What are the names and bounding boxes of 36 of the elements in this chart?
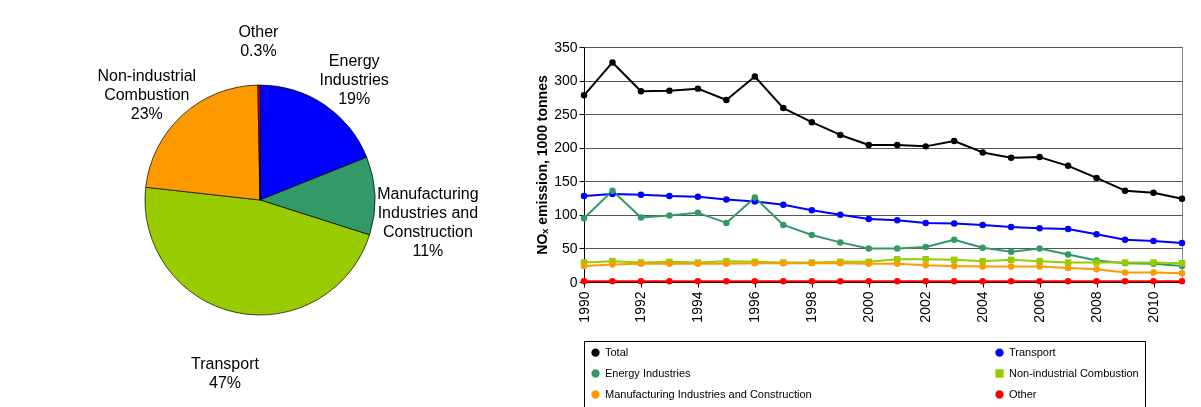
slice-label: Manufacturing Industries and Construction: [377, 184, 479, 240]
y-tick-label: 200: [554, 139, 578, 156]
y-tick-label: 150: [554, 172, 578, 189]
legend-label: Transport: [1009, 345, 1056, 358]
data-label: 19%: [338, 89, 371, 107]
x-tick-label: 2000: [860, 291, 877, 323]
y-tick-label: 100: [554, 206, 578, 223]
x-tick-label: 2008: [1088, 291, 1105, 323]
slice-label: Energy Industries: [319, 51, 389, 88]
slice-label: Transport: [191, 355, 260, 373]
legend-label: Non-industrial Combustion: [1009, 366, 1139, 379]
data-label: 11%: [412, 241, 444, 259]
x-tick-label: 2006: [1031, 291, 1048, 323]
legend-label: Total: [605, 345, 629, 358]
x-tick-label: 1998: [803, 291, 820, 323]
x-tick-label: 2002: [917, 291, 934, 323]
data-label: 47%: [208, 374, 242, 392]
x-tick-label: 2010: [1145, 291, 1162, 323]
y-axis-title: NOₓ emission, 1000 tonnes: [534, 75, 551, 255]
y-tick-label: 350: [554, 38, 578, 55]
legend-label: Other: [1009, 387, 1037, 400]
x-tick-label: 1992: [632, 291, 649, 323]
x-tick-label: 2004: [974, 291, 991, 323]
data-label: 23%: [130, 104, 163, 122]
x-tick-label: 1990: [575, 291, 592, 323]
slice-label: Non-industrial Combustion: [97, 66, 197, 103]
y-tick-label: 250: [554, 105, 578, 122]
data-label: 0.3%: [240, 42, 277, 60]
x-tick-label: 1994: [689, 291, 706, 323]
y-tick-label: 300: [554, 72, 578, 89]
x-tick-label: 1996: [746, 291, 763, 323]
y-tick-label: 0: [569, 273, 578, 290]
y-tick-label: 50: [561, 239, 578, 256]
legend-label: Energy Industries: [605, 366, 692, 379]
slice-label: Other: [238, 23, 280, 41]
legend-label: Manufacturing Industries and Construction: [605, 387, 812, 400]
